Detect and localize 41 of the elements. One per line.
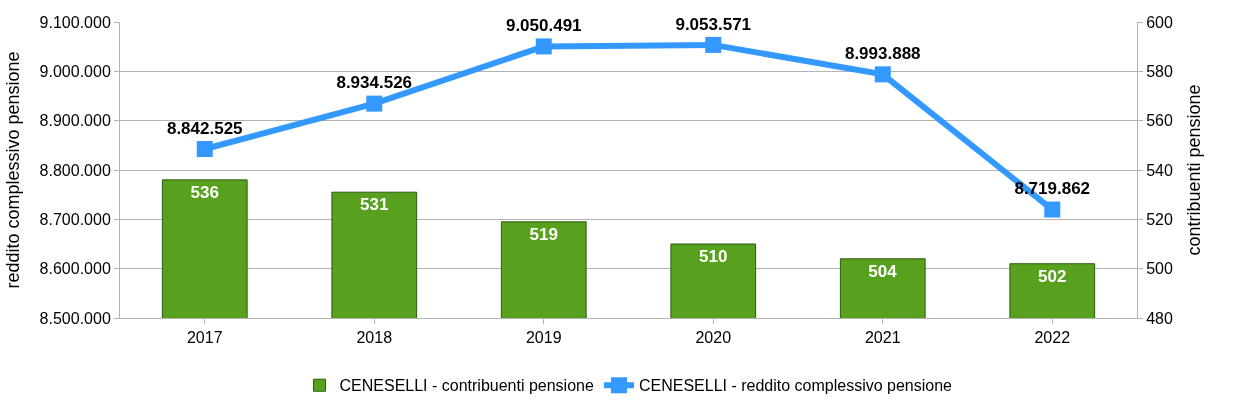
y2-tick-label: 600 <box>1146 13 1173 31</box>
legend-label: CENESELLI - contribuenti pensione <box>339 377 594 395</box>
data-label: 9.050.491 <box>505 16 582 36</box>
y2-tick-label: 520 <box>1146 210 1173 228</box>
point <box>196 141 213 158</box>
data-label: 8.993.888 <box>844 44 921 64</box>
data-label: 510 <box>699 247 728 266</box>
point <box>366 95 383 112</box>
data-label: 9.053.571 <box>675 14 752 34</box>
y-tick-label: 9.100.000 <box>39 13 111 31</box>
x-tick-label: 2018 <box>356 329 393 347</box>
x-tick-label: 2022 <box>1034 329 1071 347</box>
data-label: 536 <box>190 182 219 202</box>
data-label: 504 <box>868 261 898 281</box>
y2-tick-label: 480 <box>1146 309 1173 327</box>
y2-tick-label: 580 <box>1146 62 1173 80</box>
data-label: 531 <box>360 195 389 215</box>
y2-tick-label: 540 <box>1146 161 1173 179</box>
data-label: 502 <box>1038 266 1067 286</box>
y-tick-label: 8.500.000 <box>39 309 111 327</box>
y2-tick-label: 500 <box>1146 260 1173 278</box>
y-tick-label: 8.600.000 <box>39 260 111 278</box>
x-tick-label: 2017 <box>186 329 223 347</box>
y-tick-label: 8.900.000 <box>39 112 111 130</box>
data-label: 8.934.526 <box>336 73 413 93</box>
x-tick-label: 2021 <box>864 329 901 347</box>
y2-tick-label: 560 <box>1146 112 1173 130</box>
data-label: 519 <box>529 224 558 244</box>
point <box>535 38 552 55</box>
x-tick-label: 2019 <box>525 329 562 347</box>
y-tick-label: 9.000.000 <box>39 62 111 80</box>
x-tick-label: 2020 <box>695 329 732 347</box>
point <box>874 66 891 83</box>
point <box>1044 201 1061 218</box>
legend-label: CENESELLI - reddito complessivo pensione <box>638 377 953 395</box>
data-label: 8.842.525 <box>166 118 243 138</box>
y-tick-label: 8.800.000 <box>39 161 111 179</box>
point <box>705 36 722 53</box>
y2-axis-title: contribuenti pensione <box>1184 84 1205 256</box>
y-axis-title: reddito complessivo pensione <box>2 51 23 289</box>
y-tick-label: 8.700.000 <box>39 210 111 228</box>
